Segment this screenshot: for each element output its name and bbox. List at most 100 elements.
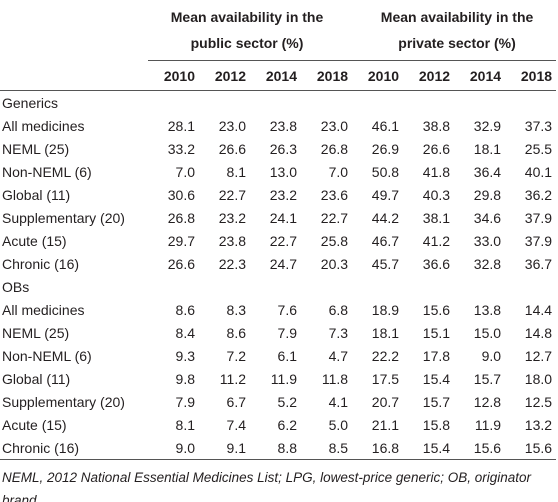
cell: 15.4: [403, 436, 455, 460]
row-label: NEML (25): [2, 140, 70, 157]
cell: 34.6: [473, 209, 502, 226]
cell: 20.3: [320, 255, 349, 272]
cell: 15.0: [473, 324, 502, 341]
cell: 11.9: [474, 416, 502, 433]
row-label: All medicines: [2, 117, 85, 134]
cell: 22.7: [269, 232, 297, 249]
cell: 12.5: [524, 393, 553, 410]
cell: 15.1: [422, 324, 451, 341]
cell: 24.1: [269, 209, 297, 226]
cell: 18.1: [473, 140, 502, 157]
year-header: 2012: [403, 61, 455, 91]
data-row: All medicines 8.6 8.3 7.6 6.8 18.9 15.6 13.8 14.…: [0, 298, 556, 321]
row-label: Global (11): [2, 370, 71, 387]
cell: 9.1: [199, 436, 250, 460]
cell: 5.2: [277, 393, 297, 410]
cell: 41.2: [422, 232, 451, 249]
cell: 23.0: [218, 117, 246, 134]
cell: 4.7: [328, 347, 349, 364]
row-label: Acute (15): [2, 416, 67, 433]
cell: 25.5: [524, 140, 553, 157]
cell: 36.2: [524, 186, 553, 203]
cell: 24.7: [269, 255, 297, 272]
data-row: Chronic (16) 26.6 22.3 24.7 20.3 45.7 36.6 32.8…: [0, 252, 556, 275]
cell: 49.7: [371, 186, 400, 203]
cell: 11.8: [321, 370, 349, 387]
cell: 9.0: [481, 347, 502, 364]
section-title: Generics: [2, 94, 59, 111]
data-row: All medicines 28.1 23.0 23.8 23.0 46.1 38.8 32.…: [0, 114, 556, 137]
section-title: OBs: [2, 278, 30, 295]
year-header: 2012: [199, 61, 250, 91]
cell: 44.2: [371, 209, 400, 226]
cell: 15.6: [454, 436, 506, 460]
cell: 6.1: [277, 347, 297, 364]
cell: 36.7: [524, 255, 553, 272]
data-row: Global (11) 9.8 11.2 11.9 11.8 17.5 15.4 15.7 18…: [0, 367, 556, 390]
corner: [0, 61, 148, 91]
row-label: Chronic (16): [0, 436, 148, 460]
cell: 30.6: [167, 186, 195, 203]
cell: 14.8: [524, 324, 553, 341]
cell: 21.1: [371, 416, 400, 433]
cell: 18.1: [371, 324, 400, 341]
cell: 8.8: [250, 436, 301, 460]
row-label: All medicines: [2, 301, 85, 318]
cell: 13.0: [269, 163, 297, 180]
cell: 8.4: [175, 324, 195, 341]
data-row: Chronic (16) 9.0 9.1 8.8 8.5 16.8 15.4 15.6 15.6: [0, 436, 557, 460]
cell: 26.6: [167, 255, 195, 272]
year-header: 2018: [301, 61, 353, 91]
cell: 8.3: [226, 301, 246, 318]
cell: 14.4: [524, 301, 553, 318]
corner: [0, 0, 148, 61]
cell: 17.5: [371, 370, 400, 387]
cell: 37.9: [524, 209, 553, 226]
row-label: Non-NEML (6): [2, 163, 92, 180]
cell: 38.8: [422, 117, 451, 134]
cell: 36.4: [473, 163, 502, 180]
data-row: Supplementary (20) 26.8 23.2 24.1 22.7 44.2 38…: [0, 206, 556, 229]
cell: 37.9: [524, 232, 553, 249]
cell: 32.9: [473, 117, 502, 134]
year-header: 2014: [250, 61, 301, 91]
data-row: Global (11) 30.6 22.7 23.2 23.6 49.7 40.3 29.8 3…: [0, 183, 556, 206]
cell: 9.0: [148, 436, 199, 460]
cell: 16.8: [352, 436, 404, 460]
table-body: Generics All medicines 28.1 23.0 23.8 23.0 46.…: [0, 91, 557, 460]
cell: 15.6: [505, 436, 557, 460]
row-label: Non-NEML (6): [2, 347, 92, 364]
cell: 12.7: [524, 347, 553, 364]
cell: 23.6: [320, 186, 349, 203]
row-label: Acute (15): [2, 232, 67, 249]
cell: 40.1: [524, 163, 553, 180]
cell: 8.6: [226, 324, 246, 341]
cell: 23.2: [269, 186, 297, 203]
cell: 15.7: [473, 370, 502, 387]
cell: 4.1: [328, 393, 349, 410]
cell: 26.9: [371, 140, 400, 157]
row-label: Chronic (16): [2, 255, 80, 272]
row-label: Supplementary (20): [2, 209, 125, 226]
cell: 7.3: [328, 324, 349, 341]
data-row: NEML (25) 8.4 8.6 7.9 7.3 18.1 15.1 15.0 14.8: [0, 321, 556, 344]
cell: 22.7: [320, 209, 349, 226]
cell: 8.1: [175, 416, 195, 433]
cell: 17.8: [422, 347, 451, 364]
cell: 8.1: [226, 163, 246, 180]
cell: 7.6: [277, 301, 297, 318]
cell: 26.8: [167, 209, 195, 226]
cell: 8.5: [301, 436, 353, 460]
cell: 46.1: [371, 117, 400, 134]
cell: 11.2: [219, 370, 246, 387]
group-header-row: Mean availability in the public sector (…: [0, 0, 557, 61]
cell: 6.7: [226, 393, 246, 410]
cell: 22.3: [218, 255, 246, 272]
availability-table: Mean availability in the public sector (…: [0, 0, 557, 460]
year-row: 2010 2012 2014 2018 2010 2012 2014 2018: [0, 61, 557, 91]
data-row: NEML (25) 33.2 26.6 26.3 26.8 26.9 26.6 18.1 25.…: [0, 137, 556, 160]
data-row: Non-NEML (6) 7.0 8.1 13.0 7.0 50.8 41.8 36.4 40.…: [0, 160, 556, 183]
cell: 45.7: [371, 255, 400, 272]
cell: 11.9: [270, 370, 297, 387]
